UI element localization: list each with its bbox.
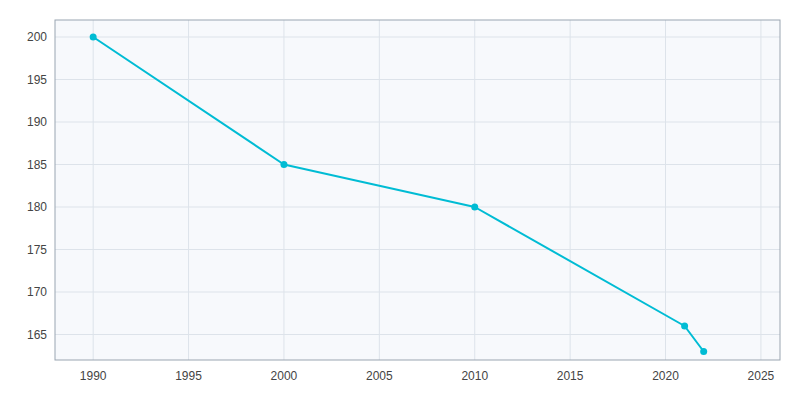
- y-tick-label: 180: [27, 200, 47, 214]
- x-grid-line: [188, 20, 189, 360]
- x-grid-line: [760, 20, 761, 360]
- y-tick-label: 185: [27, 158, 47, 172]
- x-grid-line: [665, 20, 666, 360]
- chart-svg: 1990 1995 2000 2005 2010 2015 2020 2025 165 170 17…: [0, 0, 800, 400]
- point: [90, 34, 97, 41]
- x-tick-label: 2010: [461, 369, 488, 383]
- y-tick-label: 175: [27, 243, 47, 257]
- x-tick-label: 1990: [80, 369, 107, 383]
- y-tick-label: 165: [27, 328, 47, 342]
- line: [93, 37, 704, 352]
- x-grid-line: [379, 20, 380, 360]
- tick-labels: 1990 1995 2000 2005 2010 2015 2020 2025 165 170 17…: [27, 30, 775, 383]
- series: [90, 34, 708, 356]
- x-tick-label: 1995: [175, 369, 202, 383]
- point: [280, 161, 287, 168]
- x-tick-label: 2020: [652, 369, 679, 383]
- plot-area: [55, 20, 780, 360]
- y-tick-label: 170: [27, 285, 47, 299]
- y-tick-label: 200: [27, 30, 47, 44]
- point: [700, 348, 707, 355]
- x-grid-line: [93, 20, 94, 360]
- point: [471, 204, 478, 211]
- x-grid-line: [570, 20, 571, 360]
- x-tick-label: 2025: [748, 369, 775, 383]
- y-grid-line: [55, 122, 780, 123]
- x-tick-label: 2005: [366, 369, 393, 383]
- plot-frame: [55, 20, 780, 360]
- y-grid-line: [55, 79, 780, 80]
- y-grid-line: [55, 334, 780, 335]
- grid: [55, 20, 780, 360]
- x-grid-line: [283, 20, 284, 360]
- chart-container: 1990 1995 2000 2005 2010 2015 2020 2025 165 170 17…: [0, 0, 800, 400]
- point: [681, 323, 688, 330]
- x-tick-label: 2015: [557, 369, 584, 383]
- y-grid-line: [55, 164, 780, 165]
- y-grid-line: [55, 249, 780, 250]
- y-grid-line: [55, 292, 780, 293]
- y-grid-line: [55, 37, 780, 38]
- x-tick-label: 2000: [271, 369, 298, 383]
- y-tick-label: 190: [27, 115, 47, 129]
- y-tick-label: 195: [27, 73, 47, 87]
- y-grid-line: [55, 207, 780, 208]
- x-grid-line: [474, 20, 475, 360]
